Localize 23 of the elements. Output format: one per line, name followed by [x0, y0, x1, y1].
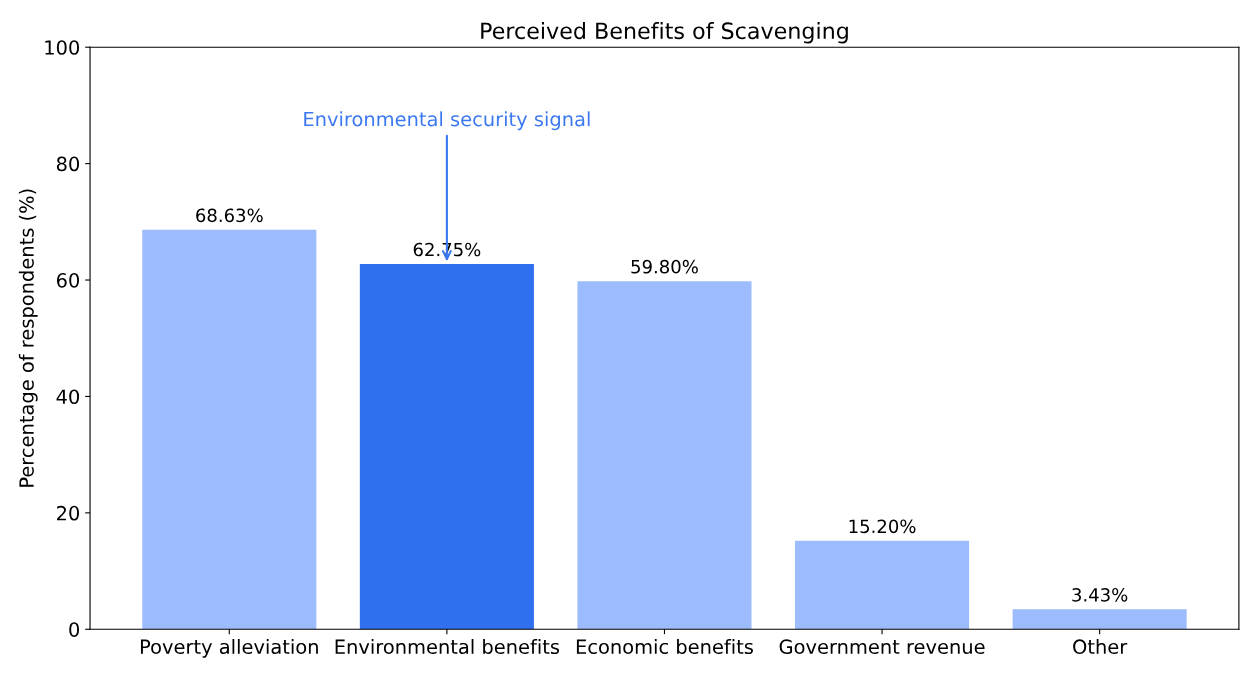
x-tick-label: Government revenue — [779, 639, 985, 655]
y-tick-label: 60 — [56, 272, 80, 288]
bar — [1012, 609, 1187, 630]
bar — [577, 281, 752, 630]
y-tick-label: 80 — [56, 156, 80, 172]
y-tick-label: 100 — [45, 40, 80, 55]
data-label: 59.80% — [631, 259, 698, 274]
x-tick-label: Other — [1073, 639, 1128, 655]
y-tick-label: 20 — [57, 505, 80, 521]
data-label: 68.63% — [196, 208, 263, 223]
y-axis-title: Percentage of respondents (%) — [18, 189, 38, 487]
annotation: Environmental security signal — [304, 111, 590, 131]
y-tick-label: 0 — [69, 622, 80, 637]
x-tick-label: Poverty alleviation — [140, 639, 318, 658]
data-label: 15.20% — [849, 519, 916, 534]
chart-title: Perceived Benefits of Scavenging — [481, 21, 848, 44]
x-tick-label: Economic benefits — [576, 639, 753, 655]
x-tick-label: Environmental benefits — [335, 639, 560, 655]
data-label: 3.43% — [1072, 587, 1128, 602]
bar — [142, 229, 317, 630]
bar — [359, 264, 534, 630]
y-tick-label: 40 — [56, 389, 80, 405]
bar — [795, 540, 970, 630]
